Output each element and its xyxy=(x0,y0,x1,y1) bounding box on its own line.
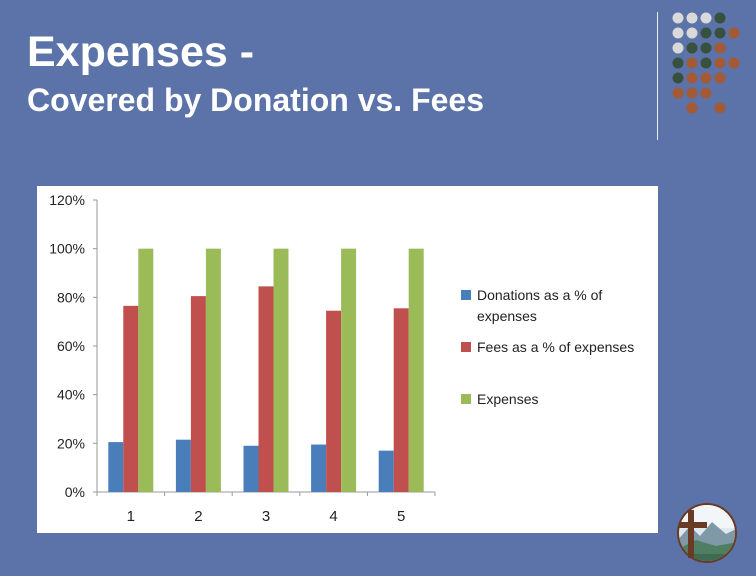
bar-donations xyxy=(243,445,259,492)
x-tick-label: 3 xyxy=(262,508,270,525)
bar-expenses xyxy=(205,248,221,492)
decorative-dot xyxy=(700,27,712,39)
bar-fees xyxy=(258,286,274,492)
church-cross-logo xyxy=(677,503,737,563)
legend-label: Donations as a % of xyxy=(477,287,602,303)
bar-fees xyxy=(190,296,206,492)
decorative-dot xyxy=(672,72,684,84)
y-tick-label: 120% xyxy=(49,192,85,208)
legend-swatch xyxy=(461,394,471,404)
bar-donations xyxy=(108,442,124,492)
bar-donations xyxy=(378,450,394,492)
decorative-dot xyxy=(686,57,698,69)
y-tick-label: 80% xyxy=(57,289,85,305)
decorative-dot xyxy=(700,12,712,24)
decorative-dot xyxy=(714,72,726,84)
decorative-dot xyxy=(728,27,740,39)
bar-expenses xyxy=(341,248,357,492)
title-divider xyxy=(657,12,658,140)
bar-donations xyxy=(175,439,191,492)
decorative-dot xyxy=(686,87,698,99)
decorative-dot xyxy=(686,42,698,54)
decorative-dot xyxy=(714,102,726,114)
bar-expenses xyxy=(408,248,424,492)
decorative-dot xyxy=(700,87,712,99)
x-tick-label: 2 xyxy=(194,508,202,525)
decorative-dot xyxy=(700,72,712,84)
decorative-dot xyxy=(714,42,726,54)
decorative-dot xyxy=(686,102,698,114)
bar-donations xyxy=(311,444,327,492)
decorative-dot xyxy=(714,27,726,39)
legend-swatch xyxy=(461,290,471,300)
y-tick-label: 60% xyxy=(57,338,85,354)
decorative-dot xyxy=(686,12,698,24)
slide-title: Expenses - xyxy=(27,28,255,76)
x-tick-label: 5 xyxy=(397,508,405,525)
chart-panel: 0% 20% 40% 60% 80% 100% 120% 1 2 3 4 5 Donations as … xyxy=(37,186,658,533)
y-tick-label: 40% xyxy=(57,387,85,403)
decorative-dot xyxy=(714,12,726,24)
bar-fees xyxy=(393,308,409,492)
decorative-dot xyxy=(686,72,698,84)
legend-label: Fees as a % of expenses xyxy=(477,339,634,355)
decorative-dot xyxy=(686,27,698,39)
decorative-dot xyxy=(672,42,684,54)
y-tick-label: 100% xyxy=(49,241,85,257)
decorative-dot xyxy=(672,87,684,99)
decorative-dot xyxy=(700,42,712,54)
bar-expenses xyxy=(138,248,154,492)
legend-swatch xyxy=(461,342,471,352)
decorative-dot-grid xyxy=(672,12,740,114)
decorative-dot xyxy=(672,27,684,39)
bar-chart: 0% 20% 40% 60% 80% 100% 120% 1 2 3 4 5 Donations as … xyxy=(49,192,634,525)
bar-fees xyxy=(123,305,139,492)
legend-label: expenses xyxy=(477,308,537,324)
legend-label: Expenses xyxy=(477,391,538,407)
decorative-dot xyxy=(714,57,726,69)
decorative-dot xyxy=(672,57,684,69)
x-tick-label: 4 xyxy=(329,508,337,525)
decorative-dot xyxy=(728,57,740,69)
x-tick-label: 1 xyxy=(127,508,135,525)
bar-fees xyxy=(326,310,342,492)
decorative-dot xyxy=(700,57,712,69)
decorative-dot xyxy=(672,12,684,24)
slide-subtitle: Covered by Donation vs. Fees xyxy=(27,82,485,118)
bar-expenses xyxy=(273,248,289,492)
y-tick-label: 20% xyxy=(57,435,85,451)
y-tick-label: 0% xyxy=(65,484,85,500)
